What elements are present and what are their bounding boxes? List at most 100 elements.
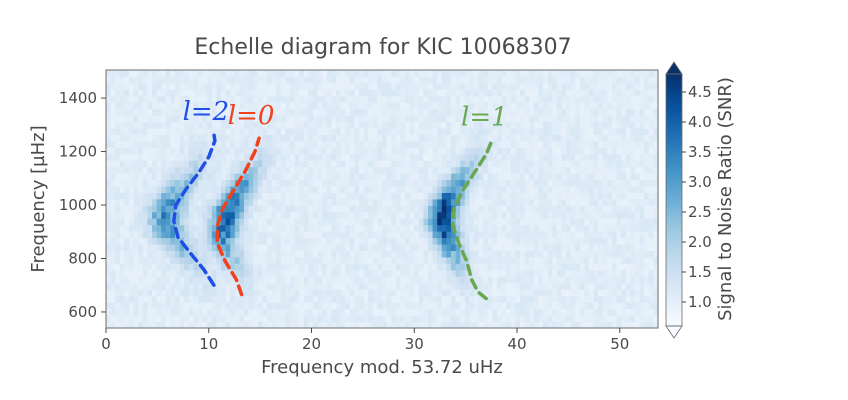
- heatmap-cell: [299, 250, 305, 258]
- heatmap-cell: [133, 140, 139, 148]
- heatmap-cell: [409, 102, 415, 110]
- heatmap-cell: [336, 276, 341, 284]
- heatmap-cell: [492, 282, 498, 290]
- heatmap-cell: [368, 121, 374, 129]
- heatmap-cell: [372, 115, 378, 122]
- heatmap-cell: [165, 192, 171, 200]
- heatmap-cell: [248, 289, 254, 297]
- heatmap-cell: [313, 173, 318, 181]
- heatmap-cell: [451, 199, 456, 206]
- heatmap-cell: [405, 289, 410, 297]
- heatmap-cell: [506, 321, 512, 329]
- heatmap-cell: [391, 108, 397, 116]
- heatmap-cell: [483, 121, 489, 129]
- heatmap-cell: [584, 128, 590, 135]
- heatmap-cell: [368, 89, 374, 97]
- heatmap-cell: [179, 276, 185, 284]
- heatmap-cell: [253, 102, 259, 110]
- heatmap-cell: [345, 269, 351, 277]
- heatmap-cell: [625, 192, 631, 200]
- heatmap-cell: [244, 231, 249, 239]
- heatmap-cell: [340, 166, 346, 174]
- heatmap-cell: [345, 211, 351, 219]
- heatmap-cell: [285, 102, 291, 110]
- heatmap-cell: [639, 82, 645, 90]
- heatmap-cell: [648, 224, 654, 232]
- heatmap-cell: [280, 282, 286, 290]
- heatmap-cell: [478, 166, 484, 174]
- heatmap-cell: [152, 269, 157, 277]
- heatmap-cell: [308, 76, 314, 84]
- heatmap-cell: [409, 140, 415, 148]
- heatmap-cell: [142, 308, 148, 316]
- heatmap-cell: [593, 237, 599, 245]
- heatmap-cell: [561, 257, 567, 264]
- heatmap-cell: [156, 108, 162, 116]
- heatmap-cell: [543, 250, 548, 258]
- heatmap-cell: [345, 102, 351, 110]
- heatmap-cell: [547, 166, 553, 174]
- heatmap-cell: [616, 153, 622, 161]
- heatmap-cell: [257, 199, 263, 206]
- heatmap-cell: [418, 289, 424, 297]
- heatmap-cell: [483, 102, 489, 110]
- heatmap-cell: [538, 192, 544, 200]
- heatmap-cell: [340, 173, 346, 181]
- heatmap-cell: [170, 289, 176, 297]
- heatmap-cell: [566, 70, 571, 77]
- heatmap-cell: [124, 166, 130, 174]
- heatmap-cell: [570, 321, 576, 329]
- heatmap-cell: [520, 121, 525, 129]
- heatmap-cell: [248, 179, 254, 187]
- heatmap-cell: [377, 250, 383, 258]
- heatmap-cell: [418, 218, 424, 226]
- heatmap-cell: [635, 321, 640, 329]
- heatmap-cell: [294, 308, 300, 316]
- heatmap-cell: [257, 173, 263, 181]
- heatmap-cell: [469, 289, 475, 297]
- heatmap-cell: [648, 244, 654, 251]
- heatmap-cell: [501, 134, 507, 142]
- heatmap-cell: [589, 269, 594, 277]
- heatmap-cell: [630, 289, 636, 297]
- heatmap-cell: [349, 211, 355, 219]
- heatmap-cell: [234, 108, 240, 116]
- heatmap-cell: [202, 147, 208, 155]
- heatmap-cell: [515, 199, 521, 206]
- heatmap-cell: [460, 295, 466, 303]
- heatmap-cell: [363, 257, 369, 264]
- heatmap-cell: [280, 199, 286, 206]
- heatmap-cell: [391, 82, 397, 90]
- heatmap-cell: [299, 224, 305, 232]
- heatmap-cell: [653, 276, 659, 284]
- heatmap-cell: [529, 179, 535, 187]
- heatmap-cell: [395, 269, 401, 277]
- heatmap-cell: [280, 276, 286, 284]
- heatmap-cell: [294, 128, 300, 135]
- heatmap-cell: [326, 173, 332, 181]
- heatmap-cell: [533, 115, 539, 122]
- heatmap-cell: [630, 282, 636, 290]
- heatmap-cell: [575, 89, 581, 97]
- heatmap-cell: [115, 282, 121, 290]
- heatmap-cell: [336, 95, 341, 103]
- heatmap-cell: [106, 218, 111, 226]
- heatmap-cell: [142, 108, 148, 116]
- heatmap-cell: [492, 186, 498, 193]
- heatmap-cell: [418, 166, 424, 174]
- heatmap-cell: [193, 192, 199, 200]
- heatmap-cell: [372, 218, 378, 226]
- heatmap-cell: [193, 179, 199, 187]
- heatmap-cell: [147, 160, 153, 168]
- heatmap-cell: [391, 263, 397, 271]
- heatmap-cell: [529, 199, 535, 206]
- heatmap-cell: [460, 70, 466, 77]
- heatmap-cell: [129, 89, 134, 97]
- heatmap-cell: [529, 282, 535, 290]
- heatmap-cell: [506, 250, 512, 258]
- heatmap-cell: [184, 289, 190, 297]
- heatmap-cell: [211, 218, 217, 226]
- heatmap-cell: [110, 302, 116, 310]
- heatmap-cell: [359, 211, 364, 219]
- heatmap-cell: [271, 134, 277, 142]
